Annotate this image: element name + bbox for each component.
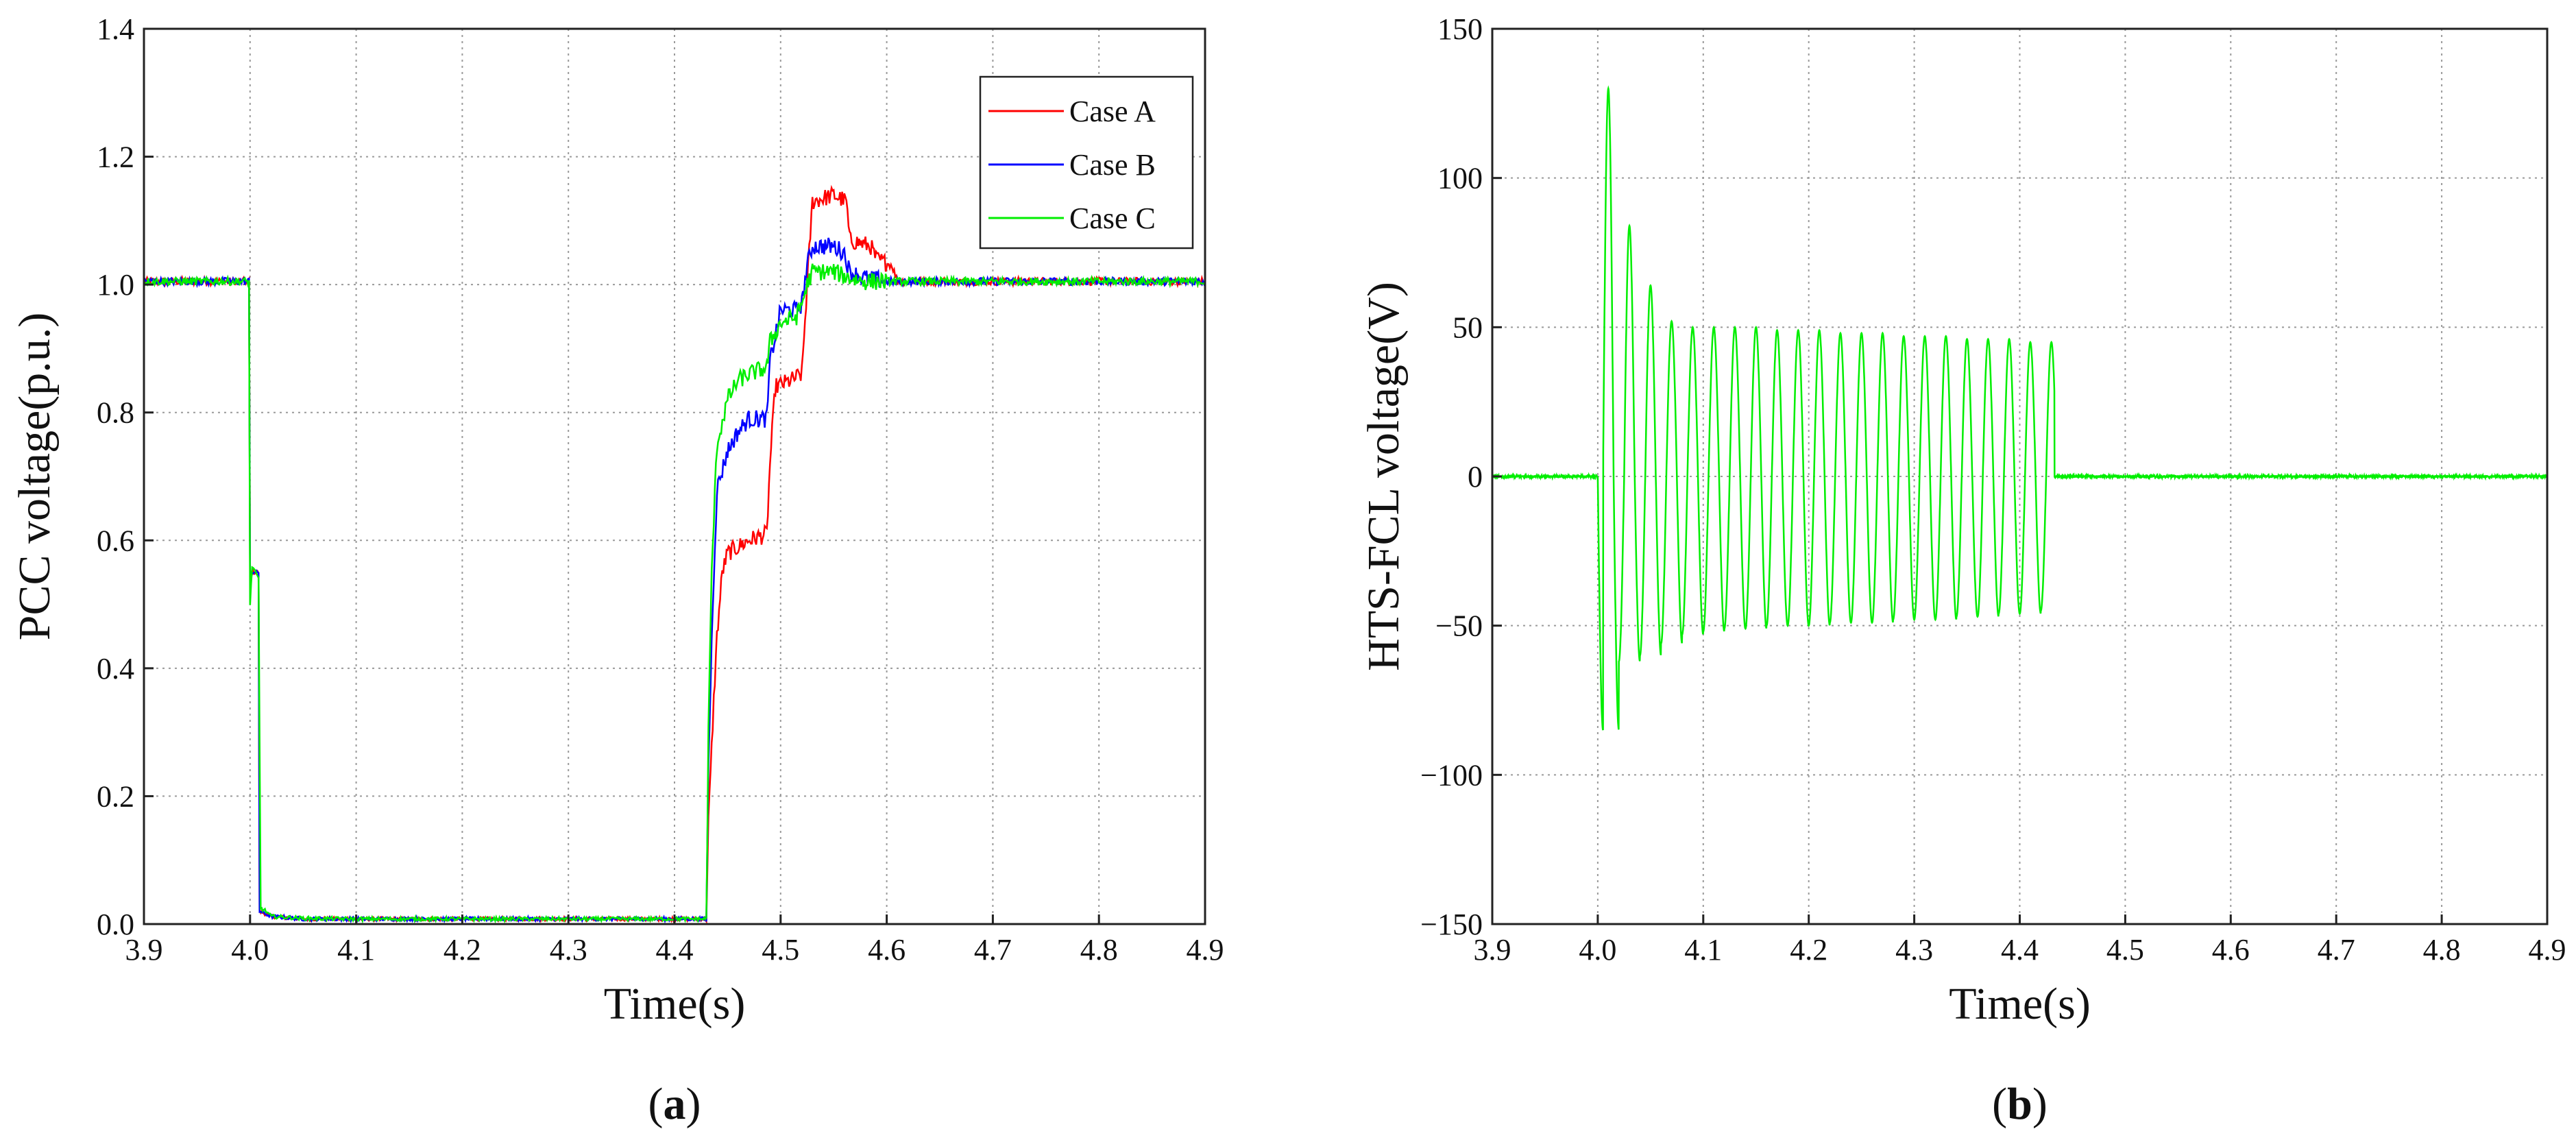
x-tick-label: 4.3 xyxy=(550,933,587,967)
x-tick-label: 4.1 xyxy=(337,933,375,967)
y-tick-label: 50 xyxy=(1453,311,1483,344)
x-axis-label-a: Time(s) xyxy=(604,979,746,1029)
x-axis-label-b: Time(s) xyxy=(1949,979,2091,1029)
x-tick-label: 4.3 xyxy=(1895,933,1933,967)
x-tick-label: 4.8 xyxy=(1080,933,1118,967)
x-tick-label: 4.7 xyxy=(974,933,1012,967)
ticks-a: 3.9 4.0 4.1 4.2 4.3 4.4 4.5 4.6 4.7 4.8 4.9 0.0 0.2 0… xyxy=(97,12,1224,967)
panel-letter-a: a xyxy=(664,1079,686,1129)
y-tick-label: −50 xyxy=(1435,609,1483,643)
x-tick-label: 4.4 xyxy=(656,933,694,967)
y-axis-label-a: PCC voltage(p.u.) xyxy=(10,313,60,640)
y-tick-label: 1.4 xyxy=(97,12,134,46)
y-tick-label: 0.0 xyxy=(97,908,134,941)
legend-label: Case C xyxy=(1069,202,1156,235)
y-tick-label: 150 xyxy=(1437,12,1483,46)
y-tick-label: 0 xyxy=(1468,460,1483,494)
x-tick-label: 4.6 xyxy=(2212,933,2250,967)
y-tick-label: 1.2 xyxy=(97,141,134,174)
panel-label-b: (b) xyxy=(1992,1079,2048,1129)
y-tick-label: −100 xyxy=(1420,758,1483,792)
x-tick-label: 4.1 xyxy=(1684,933,1722,967)
y-tick-label: −150 xyxy=(1420,908,1483,941)
y-tick-label: 0.2 xyxy=(97,779,134,813)
x-tick-label: 3.9 xyxy=(1474,933,1511,967)
chart-panel-a: 3.9 4.0 4.1 4.2 4.3 4.4 4.5 4.6 4.7 4.8 4.9 0.0 0.2 0… xyxy=(10,12,1224,1129)
y-tick-label: 0.4 xyxy=(97,652,134,686)
x-tick-label: 4.5 xyxy=(762,933,799,967)
y-axis-label-b: HTS-FCL voltage(V) xyxy=(1359,282,1409,671)
y-tick-label: 0.6 xyxy=(97,524,134,557)
legend-label: Case A xyxy=(1069,95,1156,128)
x-tick-label: 4.0 xyxy=(231,933,269,967)
x-tick-label: 4.5 xyxy=(2106,933,2144,967)
x-tick-label: 4.6 xyxy=(868,933,906,967)
legend-label: Case B xyxy=(1069,148,1156,182)
y-tick-label: 100 xyxy=(1437,162,1483,195)
x-tick-label: 4.7 xyxy=(2318,933,2355,967)
grid-b xyxy=(1492,29,2547,924)
legend-box xyxy=(979,75,1194,250)
panel-label-a: (a) xyxy=(648,1079,701,1129)
x-tick-label: 4.0 xyxy=(1579,933,1616,967)
panel-letter-b: b xyxy=(2007,1079,2032,1129)
series-line-hts-fcl-voltage xyxy=(1492,85,2547,731)
x-tick-label: 4.2 xyxy=(1790,933,1827,967)
chart-panel-b: 3.9 4.0 4.1 4.2 4.3 4.4 4.5 4.6 4.7 4.8 4.9 −150 −10… xyxy=(1359,12,2566,1129)
y-tick-label: 0.8 xyxy=(97,396,134,430)
x-tick-label: 3.9 xyxy=(125,933,163,967)
legend-a: Case A Case B Case C xyxy=(979,75,1194,250)
ticks-b: 3.9 4.0 4.1 4.2 4.3 4.4 4.5 4.6 4.7 4.8 4.9 −150 −10… xyxy=(1420,12,2566,967)
x-tick-label: 4.8 xyxy=(2423,933,2461,967)
x-tick-label: 4.2 xyxy=(443,933,481,967)
x-tick-label: 4.9 xyxy=(2529,933,2566,967)
x-tick-label: 4.4 xyxy=(2001,933,2039,967)
y-tick-label: 1.0 xyxy=(97,268,134,302)
x-tick-label: 4.9 xyxy=(1187,933,1224,967)
series-layer-b xyxy=(1492,85,2547,731)
